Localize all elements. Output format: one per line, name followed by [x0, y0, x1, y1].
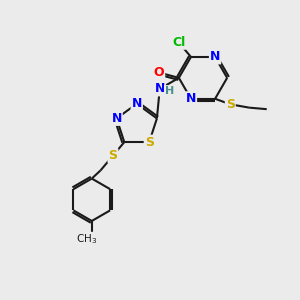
Text: N: N [132, 97, 142, 110]
Text: S: S [145, 136, 154, 148]
Text: N: N [186, 92, 196, 105]
Text: N: N [154, 82, 165, 95]
Text: N: N [210, 50, 220, 64]
Text: H: H [164, 86, 174, 96]
Text: N: N [111, 112, 122, 125]
Text: S: S [108, 149, 117, 162]
Text: S: S [226, 98, 235, 111]
Text: O: O [154, 66, 164, 79]
Text: Cl: Cl [172, 36, 185, 49]
Text: CH$_3$: CH$_3$ [76, 232, 97, 246]
